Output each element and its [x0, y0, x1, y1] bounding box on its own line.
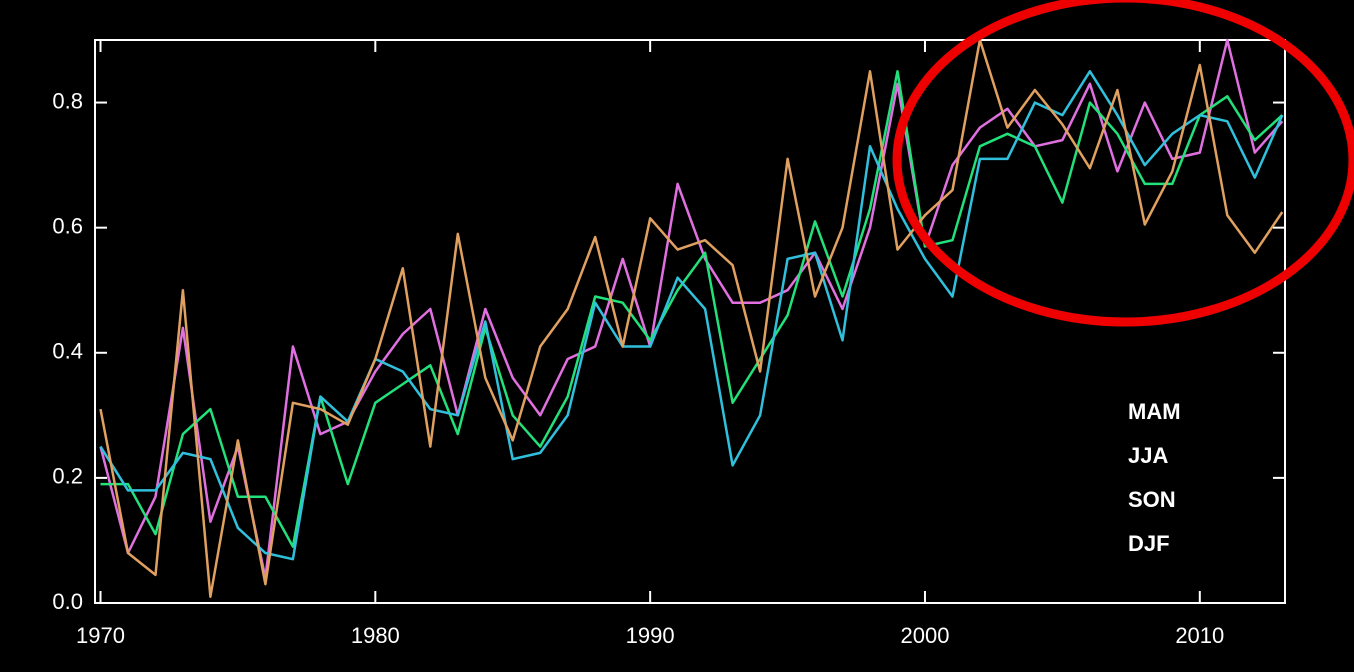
y-tick-label: 0.4: [52, 339, 83, 364]
legend-label: MAM: [1128, 399, 1181, 424]
series-line: [99, 38, 1284, 580]
plot-frame: [94, 39, 1286, 604]
series-line: [99, 70, 1284, 561]
series-line: [100, 70, 1284, 548]
series-line: [99, 38, 1284, 598]
y-tick-label: 0.8: [52, 88, 83, 113]
legend-label: JJA: [1128, 443, 1168, 468]
x-tick-label: 2000: [901, 623, 950, 648]
x-tick-label: 1980: [351, 623, 400, 648]
highlight-circle: [892, 0, 1354, 327]
x-tick-label: 2010: [1175, 623, 1224, 648]
legend-label: DJF: [1128, 531, 1170, 556]
legend-label: SON: [1128, 487, 1176, 512]
y-tick-label: 0.2: [52, 464, 83, 489]
y-tick-label: 0.0: [52, 589, 83, 614]
x-tick-label: 1970: [76, 623, 125, 648]
y-tick-label: 0.6: [52, 213, 83, 238]
x-tick-label: 1990: [626, 623, 675, 648]
